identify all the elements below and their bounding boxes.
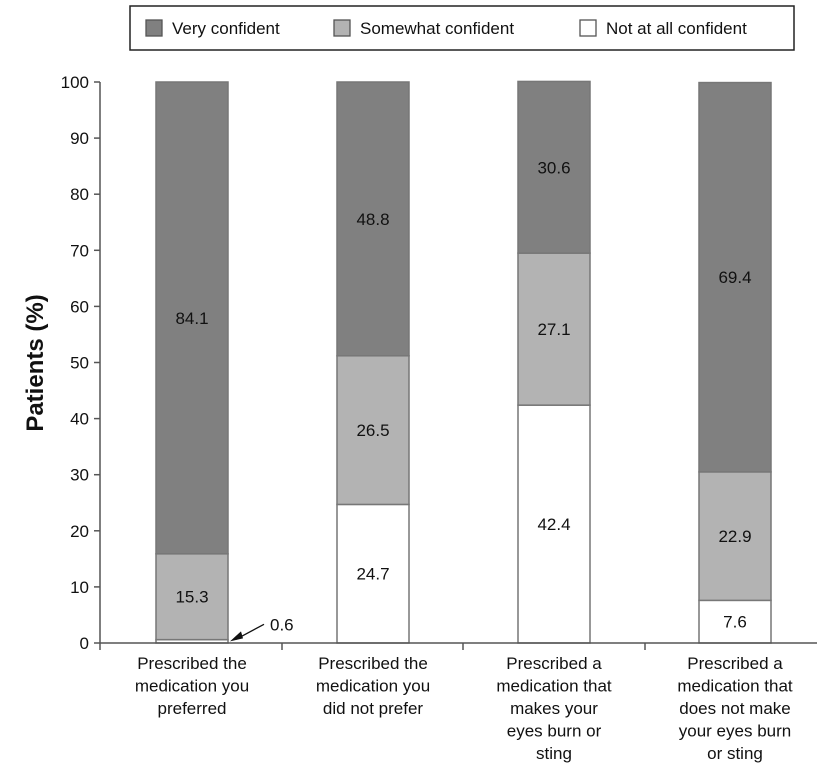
y-tick-label: 80: [70, 185, 89, 204]
x-tick-label: Prescribed a medication that makes your eye…: [496, 654, 612, 763]
legend-label-very-confident: Very confident: [172, 19, 280, 38]
data-label: 69.4: [718, 268, 751, 287]
x-tick-label-line: makes your: [510, 699, 598, 718]
data-label: 42.4: [537, 515, 570, 534]
y-tick-label: 0: [80, 634, 89, 653]
y-tick-label: 10: [70, 578, 89, 597]
bar-very-confident: [517, 80, 591, 254]
x-tick-label-line: medication that: [496, 677, 612, 696]
x-tick-label-line: medication you: [316, 677, 430, 696]
x-tick-label: Prescribed a medication that does not make…: [677, 654, 793, 763]
data-label: 48.8: [356, 210, 389, 229]
legend-swatch-very-confident: [145, 19, 163, 37]
legend-label-somewhat-confident: Somewhat confident: [360, 19, 514, 38]
annotation: 0.6: [230, 615, 294, 642]
bar-very-confident: [155, 81, 229, 555]
data-label: 7.6: [723, 613, 747, 632]
y-axis: 0 10 20 30 40 50 60 70 80 90 100: [61, 73, 101, 653]
bar-very-confident: [698, 81, 772, 473]
data-label: 22.9: [718, 527, 751, 546]
data-label: 24.7: [356, 565, 389, 584]
x-tick-label-line: Prescribed the: [318, 654, 428, 673]
x-tick-label-line: Prescribed a: [506, 654, 602, 673]
y-axis-label: Patients (%): [22, 294, 49, 431]
x-tick-label-line: medication you: [135, 677, 249, 696]
data-label: 84.1: [175, 309, 208, 328]
x-tick-label-line: your eyes burn: [679, 722, 791, 741]
bar-somewhat-confident: [336, 355, 410, 506]
data-label: 27.1: [537, 320, 570, 339]
data-label: 26.5: [356, 421, 389, 440]
x-tick-label-line: eyes burn or: [507, 722, 602, 741]
x-tick-label-line: sting: [536, 744, 572, 763]
legend-swatch-somewhat-confident: [333, 19, 351, 37]
x-axis: Prescribed the medication you preferredPre…: [99, 642, 817, 763]
bars: 15.3 84.1 24.7 26.5 48.8 42.4 27.1 30.6 7.6 22.9 6…: [155, 80, 772, 644]
legend-frame: [129, 5, 795, 51]
bar-not-at-all-confident: [517, 404, 591, 644]
legend-swatch-not-at-all-confident: [579, 19, 597, 37]
bar-somewhat-confident: [517, 252, 591, 406]
y-tick-label: 50: [70, 354, 89, 373]
y-tick-label: 40: [70, 410, 89, 429]
legend: Very confident Somewhat confident Not at a…: [129, 5, 795, 51]
data-label: 15.3: [175, 588, 208, 607]
x-tick-label-line: Prescribed a: [687, 654, 783, 673]
y-tick-label: 90: [70, 129, 89, 148]
x-tick-label-line: does not make: [679, 699, 791, 718]
y-tick-label: 70: [70, 241, 89, 260]
x-tick-label: Prescribed the medication you preferred: [135, 654, 249, 718]
annotation-label: 0.6: [270, 615, 294, 634]
y-tick-label: 60: [70, 297, 89, 316]
bar-somewhat-confident: [698, 471, 772, 602]
bar-not-at-all-confident: [698, 599, 772, 644]
y-tick-label: 100: [61, 73, 89, 92]
x-tick-label-line: or sting: [707, 744, 763, 763]
bar-very-confident: [336, 81, 410, 357]
y-tick-label: 30: [70, 466, 89, 485]
x-tick-label: Prescribed the medication you did not pref…: [316, 654, 430, 718]
annotation-arrow-head: [230, 631, 243, 642]
x-tick-label-line: preferred: [158, 699, 227, 718]
data-label: 30.6: [537, 158, 570, 177]
y-tick-label: 20: [70, 522, 89, 541]
x-tick-label-line: Prescribed the: [137, 654, 247, 673]
x-tick-label-line: did not prefer: [323, 699, 424, 718]
x-tick-label-line: medication that: [677, 677, 793, 696]
legend-label-not-at-all-confident: Not at all confident: [606, 19, 747, 38]
